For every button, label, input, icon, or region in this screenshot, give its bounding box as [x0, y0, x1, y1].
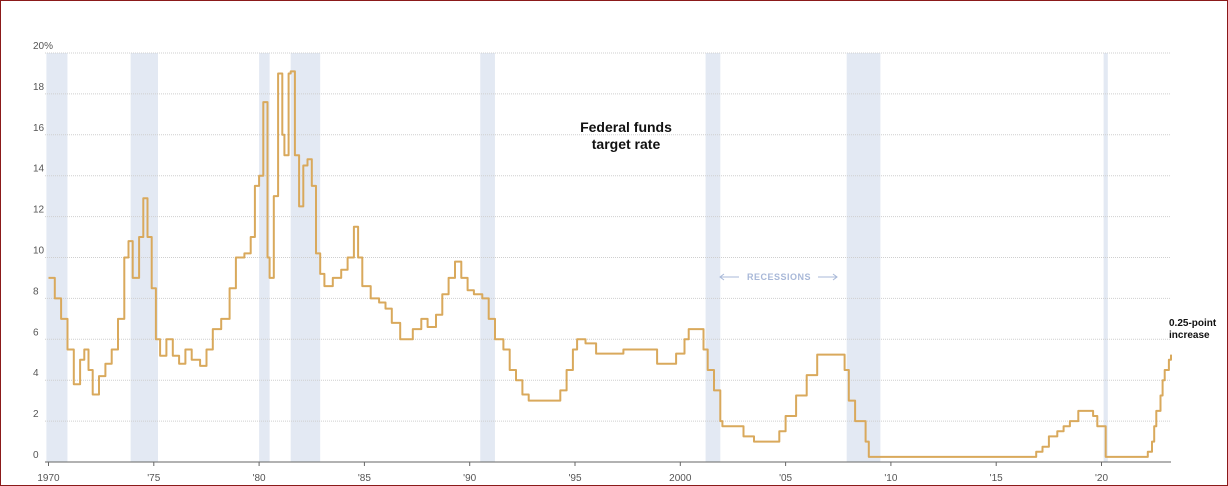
- x-tick-label: '75: [147, 473, 160, 484]
- recession-band-2: [259, 53, 270, 462]
- recession-band-0: [46, 53, 68, 462]
- y-tick-label: 4: [33, 368, 39, 379]
- chart-title-line-1: Federal funds: [580, 119, 672, 135]
- gridlines: [45, 52, 1171, 463]
- x-tick-label: '95: [568, 473, 581, 484]
- series-line-0: [48, 70, 1172, 458]
- y-tick-label: 16: [33, 123, 45, 134]
- end-annotation-line-1: 0.25-point: [1169, 318, 1217, 329]
- y-tick-label: 8: [33, 286, 39, 297]
- arrowhead-right-icon: [832, 273, 838, 281]
- x-tick-label: '05: [779, 473, 792, 484]
- y-axis-ticks: 0 2 4 6 8 10 12 14 16 18 20%: [33, 41, 53, 461]
- arrowhead-left-icon: [719, 273, 725, 281]
- y-tick-label: 0: [33, 450, 39, 461]
- x-tick-label: '90: [463, 473, 476, 484]
- series-layer: [48, 70, 1172, 458]
- x-tick-label: '80: [253, 473, 266, 484]
- y-tick-label: 2: [33, 409, 39, 420]
- x-tick-label: 1970: [37, 473, 60, 484]
- x-tick-label: '20: [1095, 473, 1108, 484]
- x-axis-ticks: 1970 '75 '80 '85 '90 '95 2000 '05 '10 '15 '20: [37, 462, 1108, 484]
- y-tick-label: 18: [33, 82, 45, 93]
- recession-label: RECESSIONS: [747, 272, 811, 282]
- x-tick-label: '15: [990, 473, 1003, 484]
- recession-band-5: [705, 53, 721, 462]
- y-tick-label: 12: [33, 205, 45, 216]
- x-tick-label: '85: [358, 473, 371, 484]
- y-tick-label: 10: [33, 246, 45, 257]
- y-tick-label: 20%: [33, 41, 53, 52]
- chart-title-line-2: target rate: [592, 136, 661, 152]
- y-tick-label: 14: [33, 164, 45, 175]
- recession-legend: RECESSIONS: [719, 272, 838, 282]
- y-tick-label: 6: [33, 327, 39, 338]
- x-tick-label: 2000: [669, 473, 692, 484]
- end-annotation-line-2: increase: [1169, 330, 1210, 341]
- x-tick-label: '10: [884, 473, 897, 484]
